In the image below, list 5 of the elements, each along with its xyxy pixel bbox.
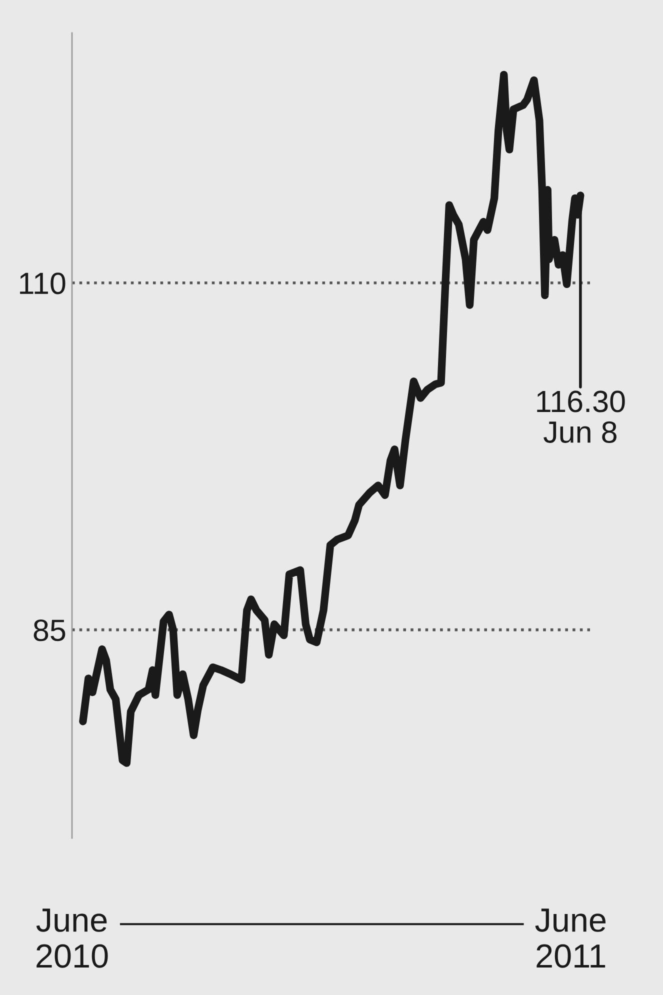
x-tick-label: June 2011 [535,908,606,968]
x-tick-label: June 2010 [36,908,108,968]
annotation: 116.30 Jun 8 [537,390,625,443]
y-tick-label: 110 [20,272,66,294]
y-tick-label: 85 [34,620,66,642]
